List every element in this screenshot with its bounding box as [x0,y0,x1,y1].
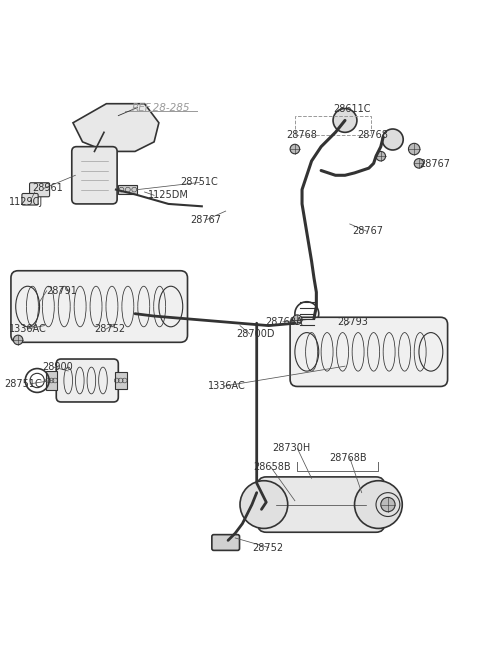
Circle shape [382,129,403,150]
FancyBboxPatch shape [30,183,49,197]
Circle shape [240,481,288,529]
Circle shape [333,108,357,133]
Bar [46,371,57,390]
Text: 28767: 28767 [352,226,383,236]
Polygon shape [73,104,159,152]
Circle shape [381,497,395,512]
Bar [295,115,371,134]
Text: 28768: 28768 [286,130,317,140]
Circle shape [408,143,420,155]
Circle shape [290,144,300,154]
Text: 28768A: 28768A [265,317,303,327]
Text: 28751C: 28751C [180,177,218,188]
Text: REF.28-285: REF.28-285 [132,102,191,113]
Text: 28767: 28767 [419,159,450,169]
FancyBboxPatch shape [258,477,384,532]
Text: 28752: 28752 [95,324,126,334]
Text: 28768B: 28768B [330,453,367,462]
Text: 1125DM: 1125DM [148,190,189,200]
Text: 28611C: 28611C [333,104,371,114]
Circle shape [13,335,23,344]
FancyBboxPatch shape [290,318,447,386]
FancyBboxPatch shape [56,359,118,402]
Text: 28768: 28768 [357,130,388,140]
Circle shape [376,152,385,161]
Text: 28730H: 28730H [273,443,311,453]
Text: 28791: 28791 [47,286,78,296]
Text: 28751C: 28751C [4,379,42,389]
FancyBboxPatch shape [212,535,240,550]
Bar [115,372,127,389]
Text: 28752: 28752 [252,543,283,552]
Text: 28767: 28767 [190,215,221,224]
Text: 1336AC: 1336AC [9,324,46,334]
Circle shape [414,159,424,168]
Text: 28793: 28793 [337,317,368,327]
Text: 28961: 28961 [33,183,63,193]
FancyBboxPatch shape [72,147,117,204]
Text: 1129CJ: 1129CJ [9,197,43,207]
Bar [118,185,137,194]
Circle shape [292,315,302,325]
Circle shape [355,481,402,529]
FancyBboxPatch shape [11,271,188,342]
FancyBboxPatch shape [22,194,38,205]
Text: 28700D: 28700D [237,329,275,338]
Text: 28658B: 28658B [253,462,291,472]
Text: 28900: 28900 [42,362,72,372]
Text: 1336AC: 1336AC [207,381,245,391]
